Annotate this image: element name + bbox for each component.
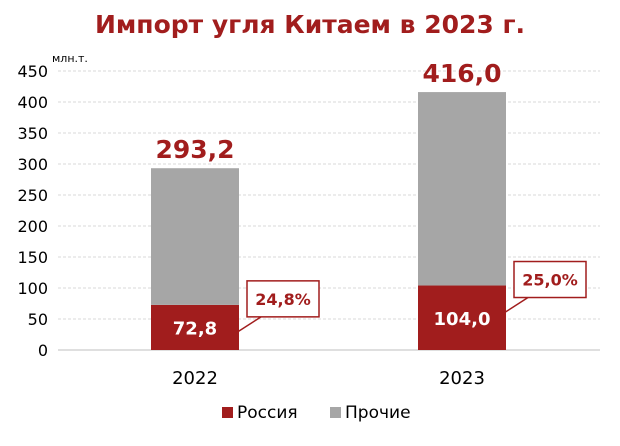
callout-pointer xyxy=(499,296,529,317)
total-value-label: 293,2 xyxy=(155,135,234,164)
x-tick-label: 2023 xyxy=(439,368,485,389)
callout-pointer xyxy=(232,316,262,336)
share-callout-box xyxy=(513,260,587,299)
share-callout-box xyxy=(246,280,320,318)
bar-russia xyxy=(418,285,506,350)
y-tick-label: 400 xyxy=(17,93,48,112)
y-tick-label: 100 xyxy=(17,279,48,298)
y-tick-label: 300 xyxy=(17,155,48,174)
x-tick-label: 2022 xyxy=(172,368,218,389)
y-tick-label: 450 xyxy=(17,62,48,81)
share-callout-label: 25,0% xyxy=(522,271,578,290)
y-axis-unit-label: млн.т. xyxy=(52,52,88,65)
y-tick-label: 350 xyxy=(17,124,48,143)
bar-value-label: 104,0 xyxy=(434,309,491,330)
y-tick-label: 200 xyxy=(17,217,48,236)
y-tick-label: 250 xyxy=(17,186,48,205)
legend-label: Прочие xyxy=(345,403,411,423)
bar-other xyxy=(418,92,506,286)
y-tick-label: 0 xyxy=(38,341,48,360)
legend-swatch xyxy=(222,407,233,418)
chart-title: Импорт угля Китаем в 2023 г. xyxy=(94,10,526,39)
legend-swatch xyxy=(330,407,341,418)
bar-other xyxy=(151,168,239,305)
y-tick-label: 150 xyxy=(17,248,48,267)
bar-russia xyxy=(151,304,239,350)
share-callout-label: 24,8% xyxy=(255,290,311,309)
legend-label: Россия xyxy=(237,403,298,423)
y-tick-label: 50 xyxy=(28,310,48,329)
total-value-label: 416,0 xyxy=(422,59,501,88)
bar-value-label: 72,8 xyxy=(173,318,217,339)
